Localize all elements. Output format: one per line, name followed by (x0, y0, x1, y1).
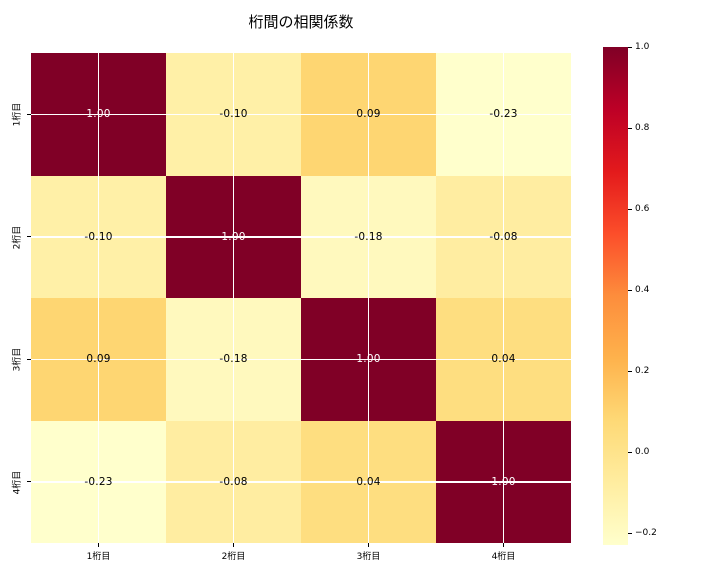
cell-value-label: -0.23 (84, 475, 113, 488)
x-axis-tick-label: 3桁目 (356, 552, 381, 562)
cell-value-label: 0.04 (356, 475, 381, 488)
gridline-vertical (232, 53, 235, 543)
x-axis-tick (233, 543, 234, 547)
y-axis-tick-label: 4桁目 (12, 470, 23, 495)
gridline-horizontal (31, 358, 571, 360)
x-axis-tick-label: 2桁目 (221, 552, 246, 562)
y-axis-tick-label: 3桁目 (12, 347, 23, 372)
cell-value-label: -0.18 (219, 353, 248, 366)
colorbar-tick (628, 370, 632, 372)
cell-value-label: 0.09 (86, 353, 111, 366)
colorbar-tick-label: −0.2 (635, 527, 657, 538)
y-axis-tick (27, 113, 31, 115)
cell-value-label: -0.23 (489, 108, 518, 121)
cell-value-label: 1.00 (491, 475, 516, 488)
y-axis-tick (27, 358, 31, 360)
y-axis-tick (27, 236, 31, 238)
colorbar-tick-label: 1.0 (635, 42, 650, 52)
x-axis-tick-label: 1桁目 (86, 552, 111, 562)
cell-value-label: -0.08 (219, 475, 248, 488)
colorbar (603, 47, 628, 545)
gridline-horizontal (31, 236, 571, 238)
cell-value-label: -0.10 (84, 230, 113, 243)
x-axis-tick (368, 543, 369, 547)
colorbar-tick (628, 289, 632, 291)
y-axis-tick-label: 1桁目 (12, 102, 23, 127)
cell-value-label: -0.10 (219, 108, 248, 121)
x-axis-tick-label: 4桁目 (491, 552, 516, 562)
cell-value-label: 1.00 (86, 108, 111, 121)
gridline-vertical (97, 53, 100, 543)
colorbar-tick (628, 47, 632, 48)
colorbar-tick-label: 0.8 (635, 122, 650, 133)
x-axis-tick (98, 543, 99, 547)
x-axis-tick (503, 543, 504, 547)
y-axis-tick-label: 2桁目 (12, 225, 23, 250)
chart-title: 桁間の相関係数 (248, 13, 354, 31)
gridline-vertical (502, 53, 505, 543)
cell-value-label: 1.00 (221, 230, 246, 243)
colorbar-tick-label: 0.6 (635, 203, 650, 214)
gridline-horizontal (31, 481, 571, 483)
colorbar-tick (628, 532, 632, 534)
colorbar-tick-label: 0.4 (635, 284, 650, 295)
colorbar-tick-label: 0.2 (635, 365, 650, 376)
cell-value-label: -0.08 (489, 230, 518, 243)
cell-value-label: 0.09 (356, 108, 381, 121)
heatmap-grid: 1.00 -0.10 0.09 -0.23 -0.10 1.00 -0.18 -0.08 0.0… (31, 53, 571, 543)
y-axis-tick (27, 481, 31, 483)
gridline-horizontal (31, 113, 571, 115)
gridline-vertical (367, 53, 370, 543)
colorbar-tick (628, 208, 632, 210)
colorbar-tick (628, 127, 632, 129)
cell-value-label: -0.18 (354, 230, 383, 243)
colorbar-tick (628, 451, 632, 453)
cell-value-label: 0.04 (491, 353, 516, 366)
colorbar-tick-label: 0.0 (635, 446, 650, 457)
cell-value-label: 1.00 (356, 353, 381, 366)
